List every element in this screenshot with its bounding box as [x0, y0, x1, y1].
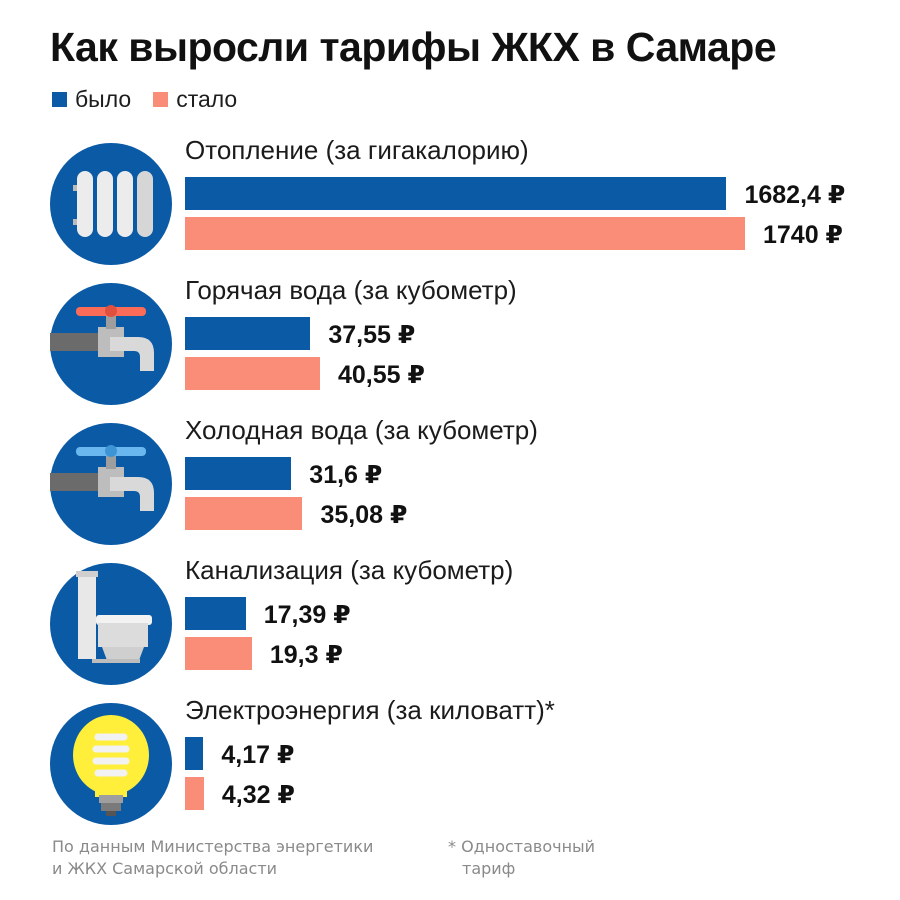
bar-after [185, 217, 745, 250]
source-line-2: и ЖКХ Самарской области [52, 859, 278, 878]
legend: было стало [52, 86, 259, 113]
source-note: По данным Министерства энергетики и ЖКХ … [52, 836, 373, 880]
toilet-icon [50, 563, 172, 685]
value-label-before: 37,55 ₽ [328, 321, 416, 349]
value-label-before: 17,39 ₽ [263, 601, 351, 629]
radiator-icon [50, 143, 172, 265]
footnote-line-1: * Одноставочный [448, 837, 596, 856]
bar-before [185, 737, 204, 770]
category-row: Отопление (за гигакалорию) 1682,4 ₽ 1740 ₽ [0, 135, 900, 275]
chart-title: Как выросли тарифы ЖКХ в Самаре [50, 24, 777, 70]
category-row: Горячая вода (за кубометр) 37,55 ₽ 40,55 ₽ [0, 275, 900, 415]
footnote-line-2: тариф [462, 859, 516, 878]
legend-label-after: стало [176, 86, 238, 112]
value-label-before: 1682,4 ₽ [744, 181, 846, 209]
value-label-before: 31,6 ₽ [309, 461, 383, 489]
bar-before [185, 457, 292, 490]
bar-after [185, 777, 204, 810]
legend-swatch-before [52, 92, 67, 107]
value-label-after: 40,55 ₽ [338, 361, 425, 389]
category-row: Электроэнергия (за киловатт)* 4,17 ₽ 4,32 … [0, 695, 900, 835]
bar-before [185, 177, 727, 210]
value-label-before: 4,17 ₽ [221, 741, 295, 769]
value-label-after: 4,32 ₽ [221, 781, 295, 809]
lightbulb-icon [50, 703, 172, 825]
hot-water-tap-icon [50, 283, 172, 405]
bar-after [185, 637, 252, 670]
cold-water-tap-icon [50, 423, 172, 545]
bar-before [185, 317, 311, 350]
category-label: Холодная вода (за кубометр) [185, 415, 538, 445]
category-label: Канализация (за кубометр) [185, 555, 514, 585]
bar-before [185, 597, 246, 630]
legend-item-after: стало [153, 86, 237, 113]
bar-after [185, 497, 303, 530]
legend-swatch-after [153, 92, 169, 107]
legend-item-before: было [52, 86, 131, 113]
category-label: Электроэнергия (за киловатт)* [185, 695, 555, 725]
legend-label-before: было [75, 86, 132, 112]
category-label: Горячая вода (за кубометр) [185, 275, 517, 305]
value-label-after: 35,08 ₽ [320, 501, 408, 529]
bar-after [185, 357, 320, 390]
source-line-1: По данным Министерства энергетики [52, 837, 374, 856]
category-label: Отопление (за гигакалорию) [185, 135, 529, 165]
value-label-after: 19,3 ₽ [269, 641, 343, 669]
value-label-after: 1740 ₽ [763, 221, 843, 249]
footnote: * Одноставочный тариф [448, 836, 595, 880]
category-row: Холодная вода (за кубометр) 31,6 ₽ 35,08 ₽ [0, 415, 900, 555]
category-row: Канализация (за кубометр) 17,39 ₽ 19,3 ₽ [0, 555, 900, 695]
